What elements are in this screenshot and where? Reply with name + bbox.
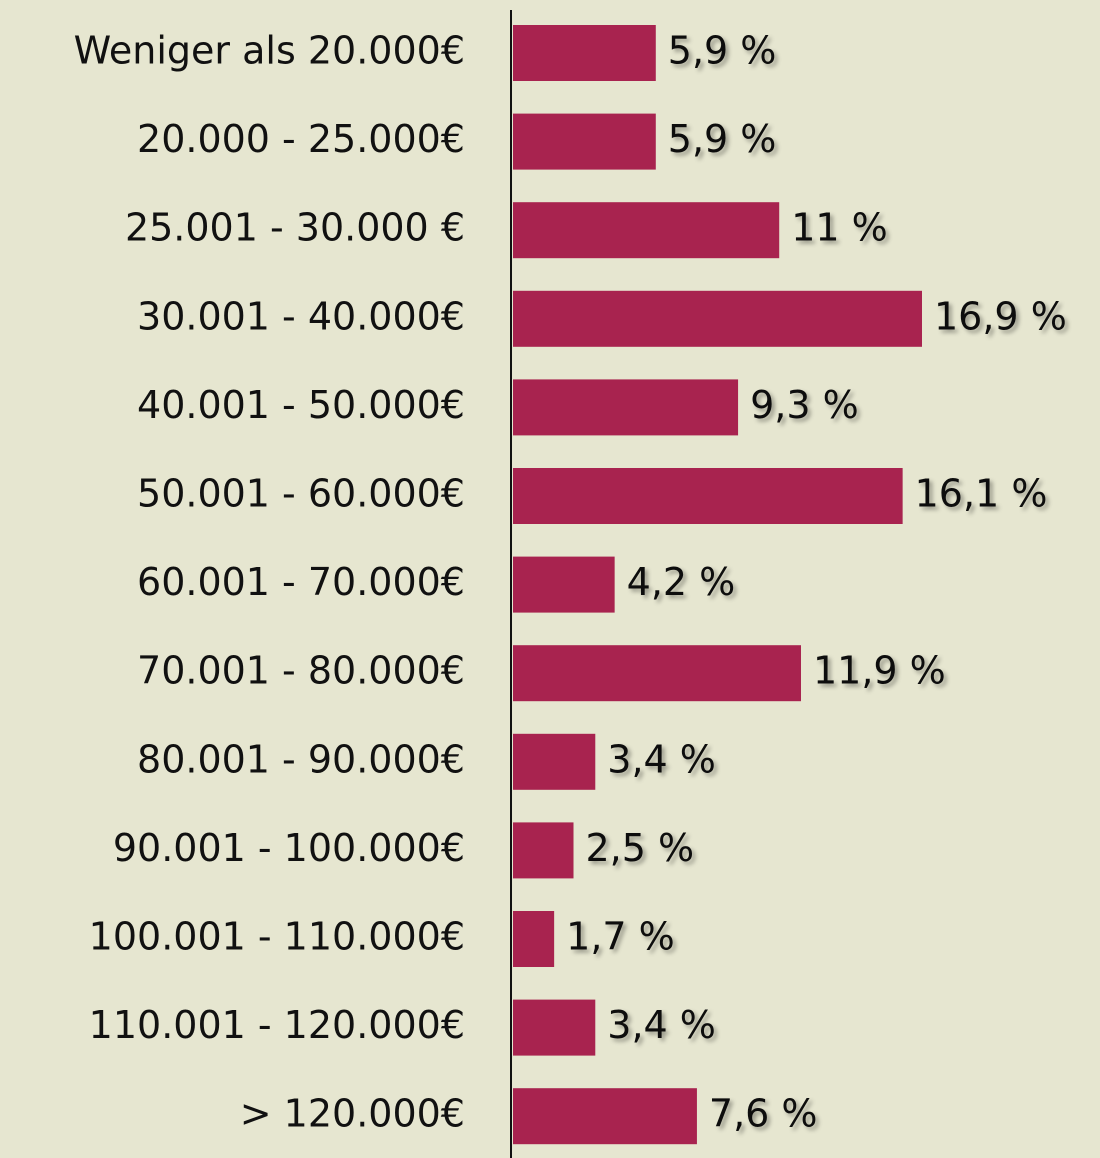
value-label: 7,6 % [709, 1092, 818, 1136]
category-label: 100.001 - 110.000€ [89, 915, 465, 959]
category-label: 50.001 - 60.000€ [137, 472, 465, 516]
value-label: 11,9 % [813, 649, 946, 693]
bar [513, 202, 780, 259]
category-label: 30.001 - 40.000€ [137, 294, 465, 338]
value-label: 16,1 % [915, 472, 1048, 516]
bar [513, 379, 739, 436]
category-label: 25.001 - 30.000 € [125, 206, 465, 250]
value-label: 3,4 % [607, 1003, 716, 1047]
bar [513, 733, 596, 790]
bar [513, 468, 903, 524]
bar [513, 290, 922, 347]
category-label: > 120.000€ [240, 1092, 465, 1136]
category-label: Weniger als 20.000€ [74, 29, 465, 73]
category-label: 70.001 - 80.000€ [137, 649, 465, 693]
bar [513, 1088, 697, 1145]
value-label: 1,7 % [566, 915, 675, 959]
value-label: 3,4 % [607, 737, 716, 781]
value-label: 5,9 % [668, 29, 777, 73]
category-label: 60.001 - 70.000€ [137, 560, 465, 604]
value-label: 11 % [791, 206, 888, 250]
bar [513, 999, 596, 1056]
bar [513, 645, 801, 702]
bar [513, 113, 656, 170]
value-label: 9,3 % [750, 383, 859, 427]
category-label: 40.001 - 50.000€ [137, 383, 465, 427]
value-label: 2,5 % [586, 826, 695, 870]
bar [513, 911, 555, 967]
value-label: 5,9 % [668, 117, 777, 161]
bar [513, 556, 615, 613]
category-label: 110.001 - 120.000€ [89, 1003, 465, 1047]
bar [513, 822, 574, 879]
value-label: 16,9 % [934, 294, 1067, 338]
value-label: 4,2 % [627, 560, 736, 604]
category-label: 90.001 - 100.000€ [113, 826, 465, 870]
bar [513, 25, 656, 81]
category-label: 20.000 - 25.000€ [137, 117, 465, 161]
category-label: 80.001 - 90.000€ [137, 737, 465, 781]
